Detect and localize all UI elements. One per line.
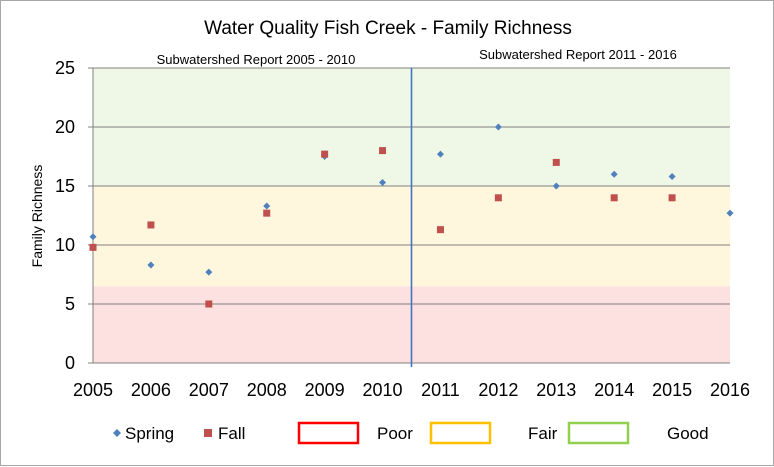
points-layer: [89, 123, 734, 308]
x-tick-label: 2010: [363, 380, 403, 400]
x-tick-label: 2014: [594, 380, 634, 400]
spring-point: [726, 209, 734, 217]
period-label-1: Subwatershed Report 2005 - 2010: [157, 52, 356, 67]
period-label-2: Subwatershed Report 2011 - 2016: [479, 47, 677, 62]
x-tick-label: 2015: [652, 380, 692, 400]
chart-title: Water Quality Fish Creek - Family Richne…: [204, 18, 572, 39]
fall-point: [147, 221, 155, 229]
spring-point: [147, 261, 155, 269]
legend-spring-marker: [113, 429, 121, 437]
fall-point: [668, 194, 676, 202]
x-tick-label: 2005: [73, 380, 113, 400]
legend-fair-swatch: [429, 421, 492, 445]
x-tick-label: 2008: [247, 380, 287, 400]
y-tick-label: 20: [55, 117, 75, 137]
fall-point: [610, 194, 618, 202]
y-axis-label: Family Richness: [29, 165, 45, 268]
spring-point: [668, 173, 676, 181]
legend-good-swatch: [567, 421, 630, 445]
fall-point: [89, 243, 97, 251]
fall-point: [321, 150, 329, 158]
x-tick-label: 2013: [536, 380, 576, 400]
fall-point: [263, 209, 271, 217]
spring-point: [205, 268, 213, 276]
x-tick-label: 2012: [478, 380, 518, 400]
y-tick-label: 10: [55, 235, 75, 255]
y-tick-label: 15: [55, 176, 75, 196]
x-tick-label: 2011: [421, 380, 460, 400]
spring-point: [379, 178, 387, 186]
spring-point: [494, 123, 502, 131]
legend-spring-label: Spring: [125, 424, 174, 443]
x-tick-label: 2007: [189, 380, 229, 400]
legend-poor-swatch: [297, 421, 360, 445]
spring-point: [610, 170, 618, 178]
spring-point: [89, 233, 97, 241]
legend-fall-label: Fall: [218, 424, 245, 443]
x-tick-label: 2006: [131, 380, 171, 400]
spring-point: [552, 182, 560, 190]
x-tick-label: 2009: [305, 380, 345, 400]
fall-point: [379, 147, 387, 155]
legend-good-label: Good: [667, 424, 709, 443]
y-tick-label: 5: [65, 294, 75, 314]
spring-point: [263, 202, 271, 210]
spring-point: [436, 150, 444, 158]
fall-point: [436, 226, 444, 234]
axes-layer: 0 5 10 15 20 25 2005 2006 2007 2008 2009 2010 2011 20…: [55, 58, 750, 400]
fall-point: [494, 194, 502, 202]
legend: Spring Fall Poor Fair Good: [113, 421, 709, 445]
legend-fall-marker: [204, 429, 212, 437]
fall-point: [552, 158, 560, 166]
legend-fair-label: Fair: [528, 424, 558, 443]
y-tick-label: 0: [65, 353, 75, 373]
fall-point: [205, 300, 213, 308]
legend-poor-label: Poor: [377, 424, 413, 443]
y-tick-label: 25: [55, 58, 75, 78]
x-tick-label: 2016: [710, 380, 750, 400]
